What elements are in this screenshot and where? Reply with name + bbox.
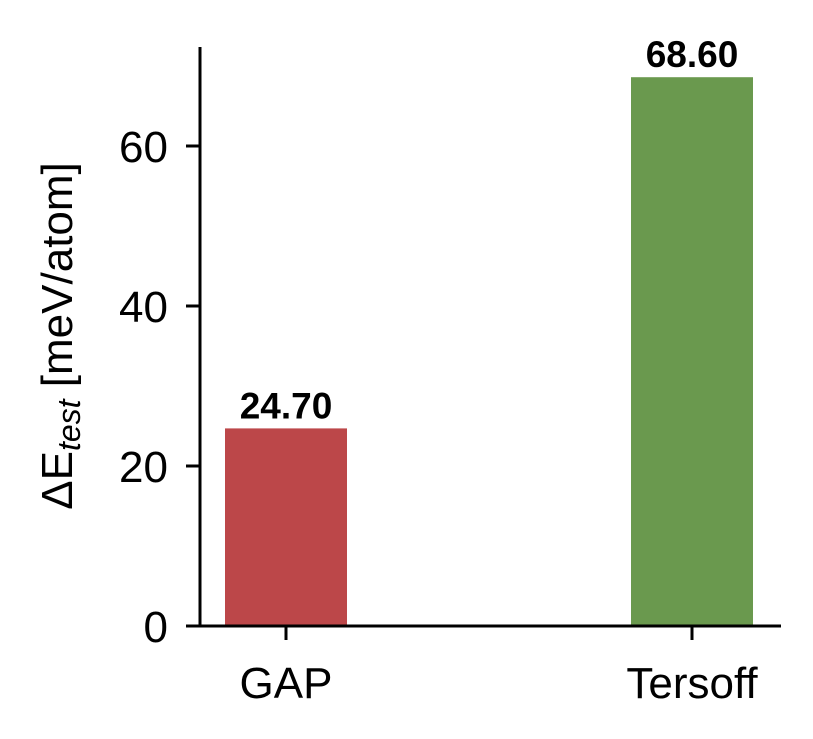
y-tick-label: 60 <box>119 123 168 172</box>
y-tick-label: 0 <box>144 603 168 652</box>
y-axis-label-prefix: ΔE <box>33 451 82 510</box>
y-axis-label-subscript: test <box>51 398 87 451</box>
y-axis-label-suffix: [meV/atom] <box>33 162 82 399</box>
bar-value-label: 24.70 <box>240 385 333 426</box>
bar-value-labels: 24.70 68.60 <box>240 34 739 426</box>
x-tick-label: GAP <box>240 659 333 708</box>
y-tick-label: 20 <box>119 443 168 492</box>
y-axis-ticks: 0 20 40 60 <box>119 123 200 652</box>
y-axis-label: ΔEtest [meV/atom] <box>33 162 87 510</box>
bar-gap <box>225 428 347 626</box>
bars <box>225 77 753 626</box>
y-tick-label: 40 <box>119 283 168 332</box>
bar-tersoff <box>631 77 753 626</box>
bar-value-label: 68.60 <box>646 34 739 75</box>
x-axis-ticks: GAP Tersoff <box>240 626 758 708</box>
x-tick-label: Tersoff <box>626 659 758 708</box>
